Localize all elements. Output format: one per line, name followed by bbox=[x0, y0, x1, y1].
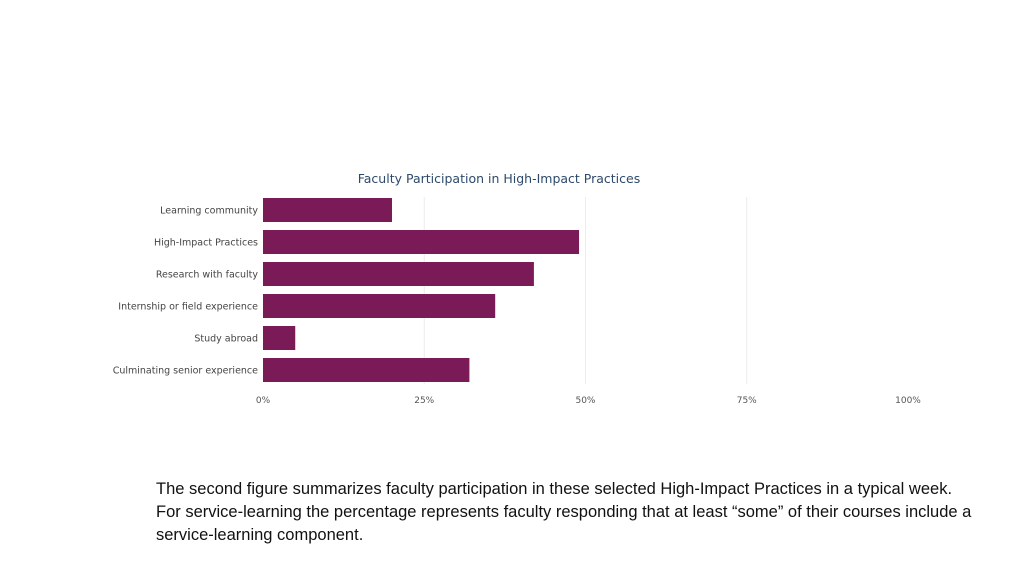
category-label: Culminating senior experience bbox=[113, 366, 258, 377]
category-label: High-Impact Practices bbox=[154, 238, 258, 249]
category-label: Study abroad bbox=[194, 334, 258, 345]
x-tick-label: 25% bbox=[414, 396, 434, 406]
bar bbox=[263, 358, 470, 382]
bar bbox=[263, 198, 392, 222]
gridlines bbox=[423, 197, 748, 384]
bar bbox=[263, 326, 296, 350]
category-label: Research with faculty bbox=[156, 270, 259, 281]
bar bbox=[263, 230, 580, 254]
bars bbox=[263, 198, 580, 382]
bar bbox=[263, 262, 534, 286]
x-tick-label: 75% bbox=[737, 396, 757, 406]
x-tick-labels: 0% 25% 50% 75% 100% bbox=[256, 396, 921, 406]
figure-caption: The second figure summarizes faculty par… bbox=[156, 480, 972, 544]
x-tick-label: 0% bbox=[256, 396, 271, 406]
x-tick-label: 50% bbox=[575, 396, 595, 406]
category-labels: Learning community High-Impact Practices R… bbox=[113, 206, 259, 377]
category-label: Learning community bbox=[160, 206, 258, 217]
bar bbox=[263, 294, 496, 318]
category-label: Internship or field experience bbox=[118, 302, 258, 313]
chart-title: Faculty Participation in High-Impact Pra… bbox=[357, 171, 641, 186]
x-tick-label: 100% bbox=[895, 396, 921, 406]
